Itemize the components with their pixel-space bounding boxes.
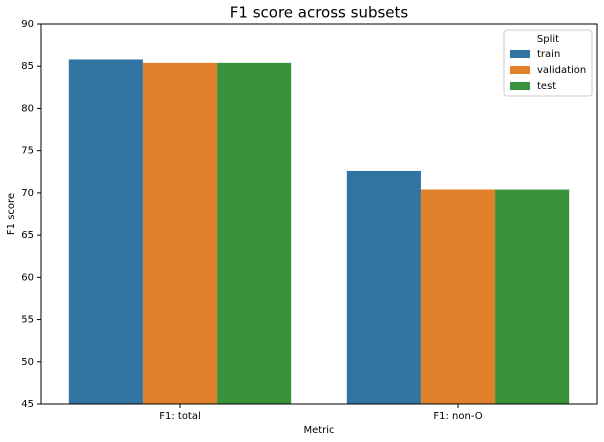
y-tick-label: 85: [21, 61, 34, 72]
y-tick-label: 70: [21, 188, 34, 199]
x-tick-label: F1: non-O: [433, 411, 482, 422]
y-axis-label: F1 score: [6, 193, 17, 235]
bar: [217, 62, 292, 404]
legend-label: train: [537, 49, 560, 60]
bar: [346, 170, 421, 404]
y-tick-label: 45: [21, 399, 34, 410]
bar: [420, 189, 496, 404]
bar: [142, 62, 218, 404]
bar: [495, 189, 570, 404]
legend-box: [503, 29, 593, 97]
legend-swatch: [510, 82, 530, 90]
x-axis-label: Metric: [303, 425, 334, 436]
legend-swatch: [510, 66, 530, 74]
y-tick-label: 90: [21, 19, 34, 30]
y-tick-label: 80: [21, 103, 34, 114]
legend-swatch: [510, 50, 530, 58]
y-tick-label: 50: [21, 357, 34, 368]
chart-title: F1 score across subsets: [230, 4, 409, 22]
x-tick-label: F1: total: [159, 411, 201, 422]
y-tick-label: 65: [21, 230, 34, 241]
bar: [68, 59, 143, 404]
y-tick-label: 75: [21, 146, 34, 157]
y-tick-label: 55: [21, 315, 34, 326]
plot-frame: [40, 23, 598, 405]
legend-label: test: [537, 81, 556, 92]
y-tick-label: 60: [21, 272, 34, 283]
legend-label: validation: [537, 65, 586, 76]
legend-title: Split: [537, 34, 559, 45]
